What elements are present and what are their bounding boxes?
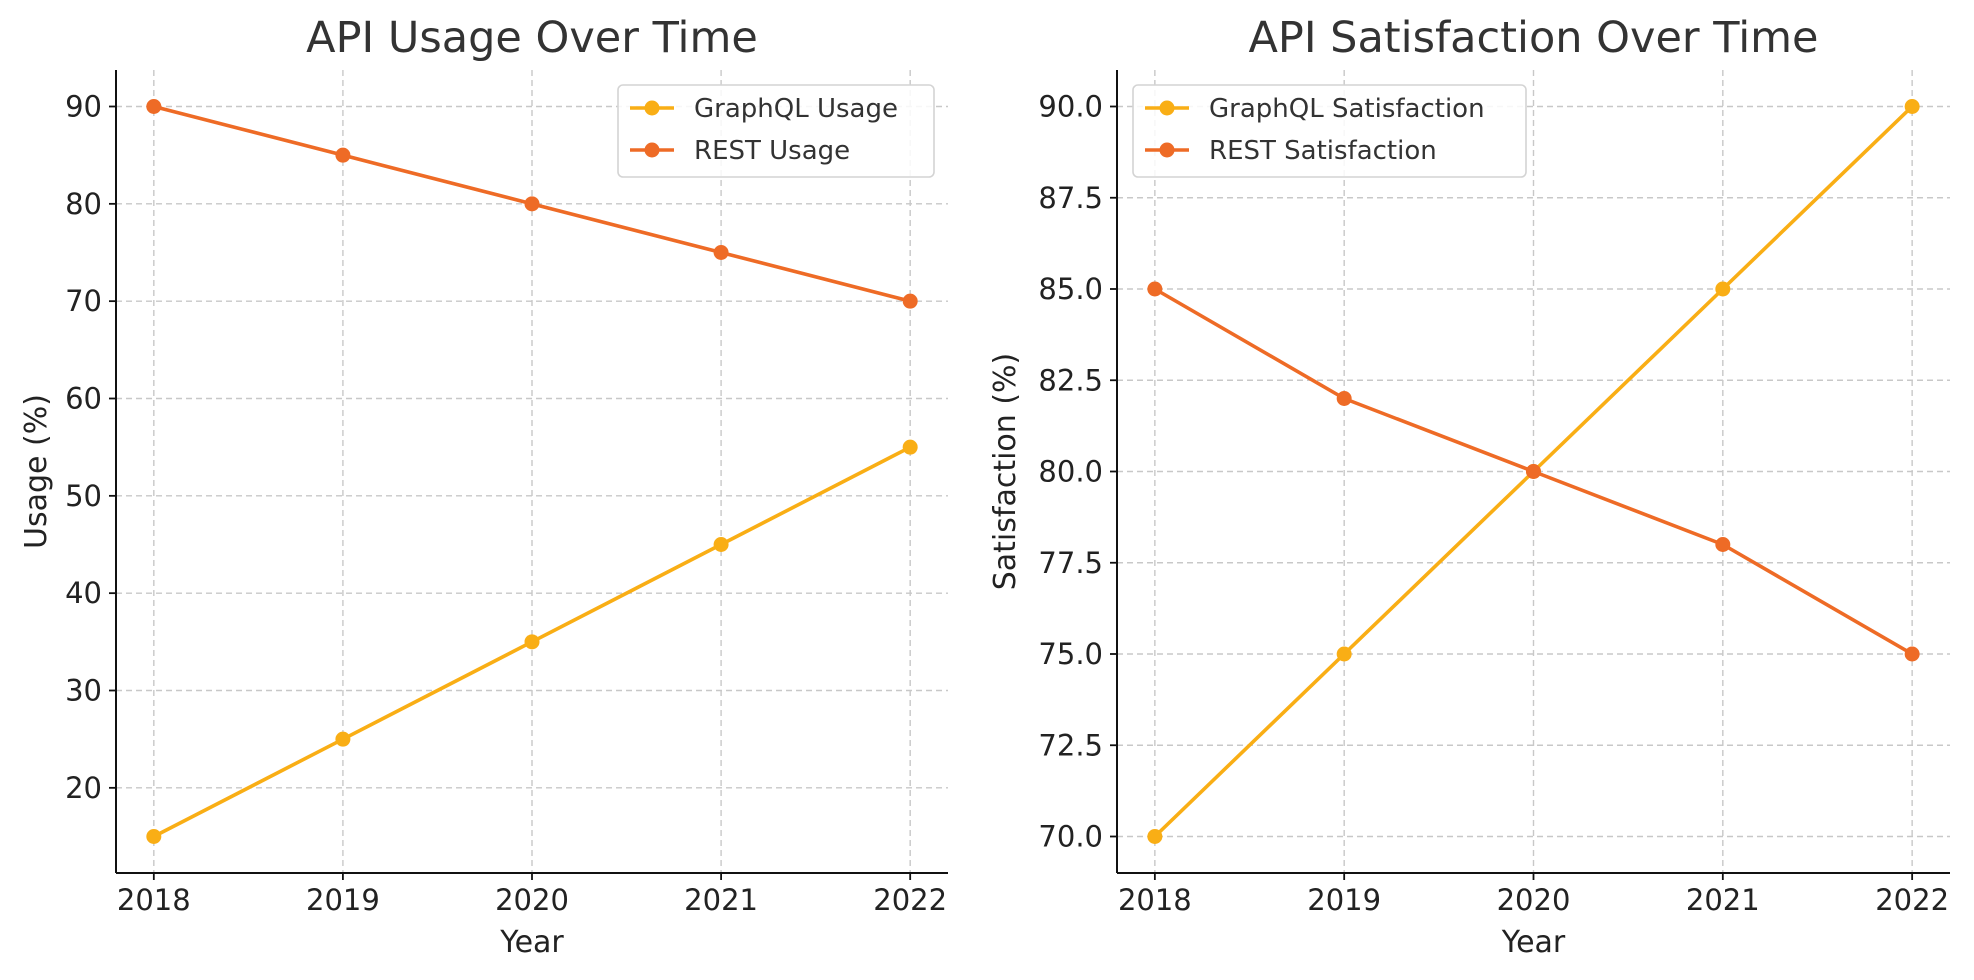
y-tick-label: 40 <box>65 576 102 610</box>
data-point <box>524 196 540 212</box>
x-tick-label: 2022 <box>1875 883 1949 917</box>
data-point <box>1147 829 1163 844</box>
y-axis-label: Usage (%) <box>19 394 54 549</box>
x-tick-label: 2019 <box>1307 883 1381 917</box>
data-point <box>1904 646 1920 662</box>
y-tick-label: 90.0 <box>1038 90 1103 124</box>
data-point <box>713 537 729 552</box>
legend-label: GraphQL Usage <box>694 94 898 124</box>
legend-label: GraphQL Satisfaction <box>1209 94 1485 124</box>
y-tick-label: 87.5 <box>1038 181 1103 215</box>
data-point <box>902 439 918 455</box>
legend-swatch-marker <box>644 142 660 158</box>
y-tick-label: 70.0 <box>1038 820 1103 854</box>
x-axis-label: Year <box>499 925 564 960</box>
x-tick-label: 2022 <box>873 883 947 917</box>
chart-title: API Usage Over Time <box>306 13 758 63</box>
satisfaction-chart: 2018 2019 2020 2021 2022 70.0 72.5 75.0 77.5 80.0… <box>988 13 1950 960</box>
legend-box <box>1132 84 1527 178</box>
x-tick-label: 2020 <box>1497 883 1571 917</box>
y-tick-label: 75.0 <box>1038 637 1103 671</box>
data-point <box>1336 391 1352 406</box>
y-tick-label: 80 <box>65 187 102 221</box>
data-point <box>902 293 918 309</box>
data-point <box>335 147 351 163</box>
x-tick-label: 2020 <box>495 883 569 917</box>
legend-box <box>617 84 935 178</box>
y-tick-label: 30 <box>65 674 102 708</box>
data-point <box>713 245 729 260</box>
x-tick-label: 2018 <box>1118 883 1192 917</box>
data-point <box>524 634 540 650</box>
legend-label: REST Usage <box>694 136 850 166</box>
x-tick-label: 2019 <box>306 883 380 917</box>
data-point <box>1526 464 1541 479</box>
data-point <box>1715 281 1731 297</box>
data-point <box>1147 281 1163 297</box>
x-tick-label: 2018 <box>117 883 191 917</box>
legend-swatch-marker <box>1159 142 1175 158</box>
data-point <box>1904 99 1920 114</box>
usage-chart: 2018 2019 2020 2021 2022 20 30 40 50 60 70 80 90 API … <box>19 13 948 960</box>
y-axis-label: Satisfaction (%) <box>988 353 1023 591</box>
y-tick-label: 90 <box>65 90 102 124</box>
data-point <box>146 829 162 844</box>
y-tick-label: 70 <box>65 284 102 318</box>
y-tick-label: 82.5 <box>1038 363 1103 397</box>
data-point <box>1715 537 1731 552</box>
chart-title: API Satisfaction Over Time <box>1248 13 1818 63</box>
x-tick-label: 2021 <box>684 883 758 917</box>
legend-swatch-marker <box>1159 100 1175 116</box>
legend-label: REST Satisfaction <box>1209 136 1437 166</box>
y-tick-label: 85.0 <box>1038 272 1103 306</box>
legend: GraphQL Usage REST Usage <box>617 84 935 178</box>
data-point <box>335 731 351 747</box>
y-tick-label: 72.5 <box>1038 728 1103 762</box>
legend-swatch-marker <box>644 100 660 116</box>
legend: GraphQL Satisfaction REST Satisfaction <box>1132 84 1527 178</box>
data-point <box>1336 646 1352 662</box>
data-point <box>146 99 162 114</box>
y-tick-label: 50 <box>65 479 102 513</box>
y-tick-label: 20 <box>65 771 102 805</box>
x-tick-label: 2021 <box>1686 883 1760 917</box>
y-tick-label: 80.0 <box>1038 455 1103 489</box>
y-tick-label: 60 <box>65 382 102 416</box>
y-tick-label: 77.5 <box>1038 546 1103 580</box>
x-axis-label: Year <box>1501 925 1566 960</box>
